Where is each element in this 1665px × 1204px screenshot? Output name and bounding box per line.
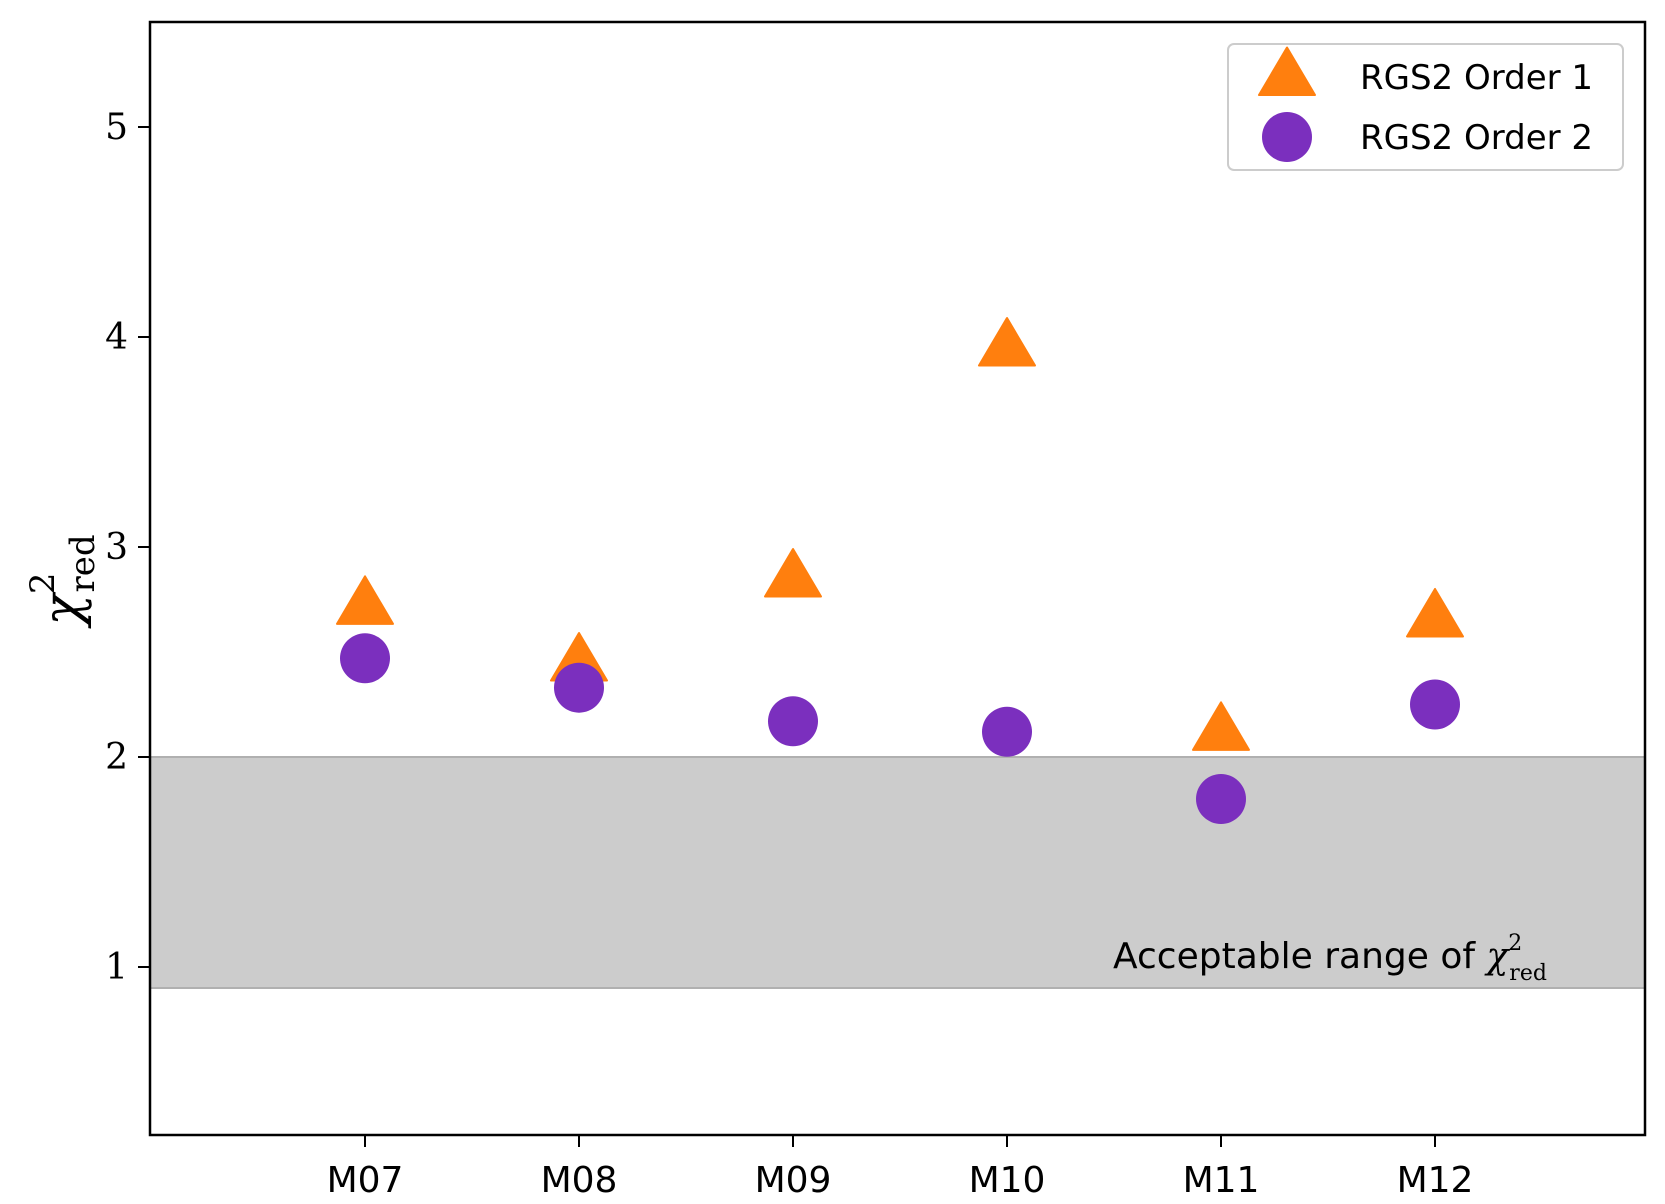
order1-triangle-point bbox=[1406, 587, 1464, 638]
acceptable-range-band: Acceptable range of χ2 red bbox=[150, 756, 1645, 989]
y-label-text: χ2red bbox=[23, 534, 103, 629]
y-axis-label: χ2red bbox=[23, 534, 103, 629]
x-tick-label: M12 bbox=[1397, 1160, 1474, 1201]
legend-circle-marker bbox=[1262, 112, 1312, 162]
x-tick-label: M08 bbox=[541, 1160, 618, 1201]
x-tick-label: M10 bbox=[969, 1160, 1046, 1201]
order2-circle-point bbox=[340, 633, 390, 684]
order2-circle-point bbox=[768, 696, 818, 747]
y-tick-label: 3 bbox=[105, 527, 128, 568]
plot-frame bbox=[148, 20, 1647, 1137]
band-label: Acceptable range of χ2 red bbox=[1113, 931, 1547, 986]
y-tick-label: 2 bbox=[105, 737, 128, 778]
y-axis: 1 2 3 4 5 bbox=[105, 107, 150, 988]
order2-circle-point bbox=[554, 662, 604, 713]
x-axis: M07 M08 M09 M10 M11 M12 bbox=[327, 1135, 1474, 1201]
legend-box bbox=[1227, 43, 1624, 171]
order1-triangle-point bbox=[1192, 701, 1250, 751]
x-tick-label: M11 bbox=[1183, 1160, 1260, 1201]
y-tick-label: 5 bbox=[105, 107, 128, 148]
order1-triangle-point bbox=[336, 575, 394, 625]
order1-triangle-point bbox=[978, 317, 1036, 367]
order2-circle-point bbox=[1196, 774, 1246, 824]
y-tick-label: 1 bbox=[105, 947, 128, 988]
band-fill bbox=[150, 757, 1645, 988]
legend-entry-label: RGS2 Order 2 bbox=[1360, 118, 1593, 158]
x-tick-label: M07 bbox=[327, 1160, 404, 1201]
legend: RGS2 Order 1 RGS2 Order 2 bbox=[1227, 43, 1624, 171]
legend-entry-label: RGS2 Order 1 bbox=[1360, 58, 1593, 98]
order2-circle-point bbox=[1410, 679, 1460, 730]
y-label-group: χ2red bbox=[23, 534, 103, 629]
order2-circle-point bbox=[982, 706, 1032, 757]
x-tick-label: M09 bbox=[755, 1160, 832, 1201]
data-marks bbox=[336, 317, 1464, 824]
y-tick-label: 4 bbox=[105, 317, 128, 358]
order1-triangle-point bbox=[764, 548, 822, 598]
legend-triangle-marker bbox=[1258, 46, 1316, 97]
